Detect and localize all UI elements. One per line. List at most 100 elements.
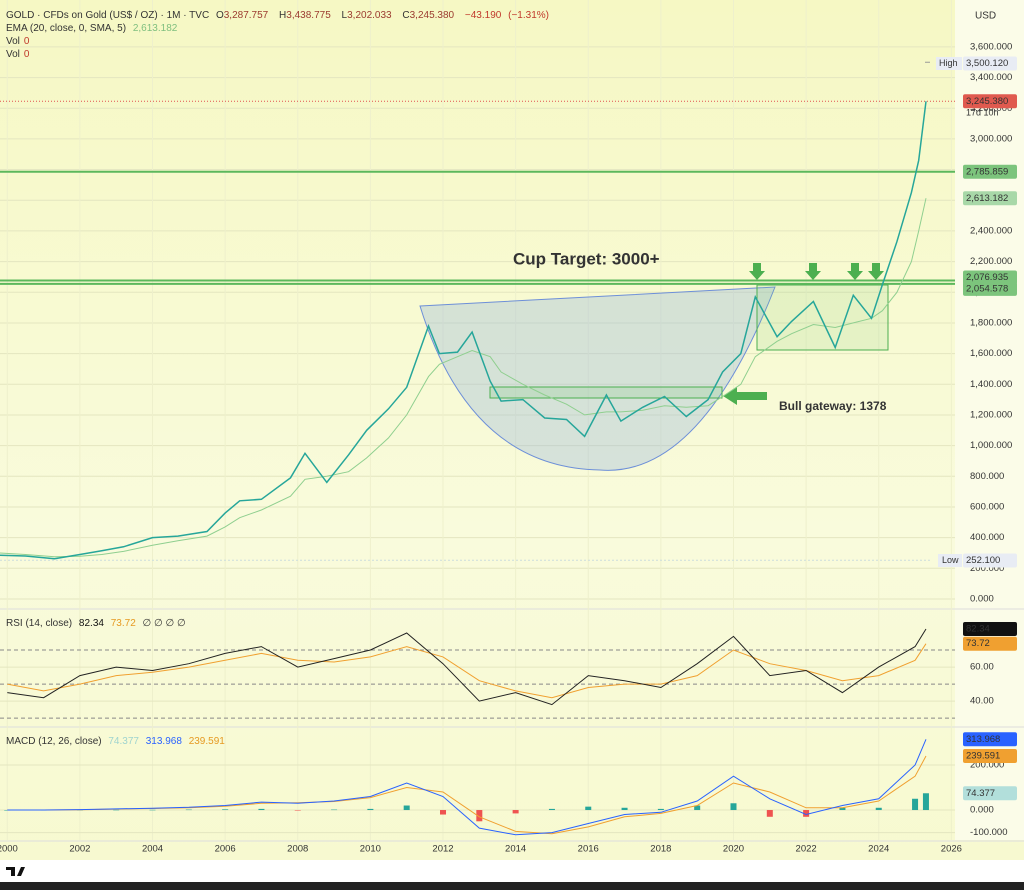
histogram-bar	[922, 793, 929, 811]
symbol-title: GOLD · CFDs on Gold (US$ / OZ) · 1M · TV…	[6, 10, 210, 21]
histogram-bar	[440, 810, 447, 815]
ohlc-value: 3,438.775	[286, 10, 331, 21]
ohlc: C3,245.380	[402, 10, 458, 21]
hist-value: 74.377	[108, 736, 139, 747]
series-line	[7, 643, 927, 699]
ohlc-name: L	[341, 10, 348, 21]
consolidation-box	[756, 284, 889, 351]
low-tag	[938, 554, 962, 567]
ema-name: EMA (20, close, 0, SMA, 5)	[6, 23, 127, 34]
level-label: 2,785.859	[966, 166, 1008, 177]
footer-bar	[0, 882, 1024, 890]
histogram-bar	[839, 807, 846, 811]
histogram-bar	[403, 805, 410, 811]
signal-last-box	[963, 749, 1017, 764]
y-tick-label: 1,200.000	[970, 409, 1012, 420]
level-label-box	[963, 270, 1017, 285]
x-tick-label: 2000	[0, 844, 18, 855]
x-tick-label: 2012	[432, 844, 453, 855]
low-value-box	[963, 553, 1017, 568]
x-tick-label: 2018	[650, 844, 671, 855]
x-tick-label: 2002	[69, 844, 90, 855]
histogram-bar	[331, 809, 338, 811]
histogram-bar	[694, 805, 701, 811]
histogram-bar	[803, 810, 810, 817]
ohlc-value: 3,202.033	[347, 10, 392, 21]
histogram-bar	[912, 798, 919, 811]
hist-last: 74.377	[966, 788, 995, 799]
y-tick-label: 40.00	[970, 696, 994, 707]
change-pct: (−1.31%)	[508, 10, 549, 21]
macd-title: MACD (12, 26, close)	[6, 736, 102, 747]
low-value: 252.100	[966, 555, 1000, 566]
axis-bg	[955, 0, 1024, 840]
level-label-box	[963, 281, 1017, 296]
histogram-bar	[512, 810, 519, 814]
high-tag	[936, 57, 962, 70]
series-line	[0, 101, 927, 560]
histogram-bar	[294, 810, 301, 811]
vol-name: Vol	[6, 49, 20, 60]
x-tick-label: 2006	[215, 844, 236, 855]
ohlc-value: 3,287.757	[223, 10, 269, 21]
series-line	[7, 628, 927, 706]
x-tick-label: 2014	[505, 844, 526, 855]
cup-shape	[419, 286, 776, 471]
rsi-extras: ∅ ∅ ∅ ∅	[142, 618, 186, 629]
rsi-ma-value: 73.72	[110, 618, 136, 629]
currency: USD	[975, 11, 996, 22]
histogram-bar	[258, 808, 265, 811]
histogram-bar	[657, 808, 664, 811]
macd-last: 313.968	[966, 734, 1000, 745]
high-value: 3,500.120	[966, 58, 1008, 69]
y-tick-label: 800.000	[970, 471, 1004, 482]
y-tick-label: 400.000	[970, 532, 1004, 543]
vol-legend: Vol 0	[6, 36, 33, 47]
high-value-box	[963, 56, 1017, 71]
x-tick-label: 2008	[287, 844, 308, 855]
macd-last-box	[963, 732, 1017, 747]
x-tick-label: 2010	[360, 844, 381, 855]
ohlc: H3,438.775	[279, 10, 335, 21]
footer-bg	[0, 860, 1024, 882]
ohlc-name: C	[402, 10, 410, 21]
histogram-bar	[113, 809, 120, 811]
histogram-bar	[4, 810, 11, 811]
rsi-ma-last: 73.72	[966, 638, 990, 649]
ohlc: L3,202.033	[342, 10, 396, 21]
y-tick-label: 200.000	[970, 759, 1004, 770]
y-tick-label: 3,400.000	[970, 72, 1012, 83]
y-tick-label: 3,000.000	[970, 133, 1012, 144]
high-name: High	[939, 58, 958, 68]
x-tick-label: 2020	[723, 844, 744, 855]
histogram-bar	[548, 808, 555, 811]
x-tick-label: 2022	[796, 844, 817, 855]
annotation: Cup Target: 3000+	[513, 249, 660, 268]
histogram-bar	[367, 808, 374, 811]
histogram-bar	[585, 806, 592, 811]
histogram-bar	[766, 810, 773, 817]
vol-value: 0	[23, 49, 30, 60]
histogram-bar	[730, 803, 737, 811]
hist-last-box	[963, 786, 1017, 801]
y-tick-label: -100.000	[970, 827, 1008, 838]
level-label-box	[963, 164, 1017, 179]
histogram-bar	[185, 809, 192, 811]
low-name: Low	[942, 555, 959, 565]
x-tick-label: 2026	[941, 844, 962, 855]
macd-legend: MACD (12, 26, close) 74.377 313.968 239.…	[6, 736, 229, 747]
y-tick-label: 2,400.000	[970, 225, 1012, 236]
current-price: 3,245.380	[966, 96, 1008, 107]
arrow	[868, 263, 884, 280]
x-tick-label: 2004	[142, 844, 163, 855]
vol-legend: Vol 0	[6, 49, 33, 60]
ohlc-name: H	[279, 10, 287, 21]
macd-value: 313.968	[145, 736, 182, 747]
level-label: 2,054.578	[966, 283, 1008, 294]
ohlc: O3,287.757	[216, 10, 272, 21]
y-tick-label: 60.00	[970, 662, 994, 673]
y-tick-label: 1,400.000	[970, 379, 1012, 390]
y-tick-label: 3,600.000	[970, 41, 1012, 52]
ema-value: 2,613.182	[132, 23, 178, 34]
